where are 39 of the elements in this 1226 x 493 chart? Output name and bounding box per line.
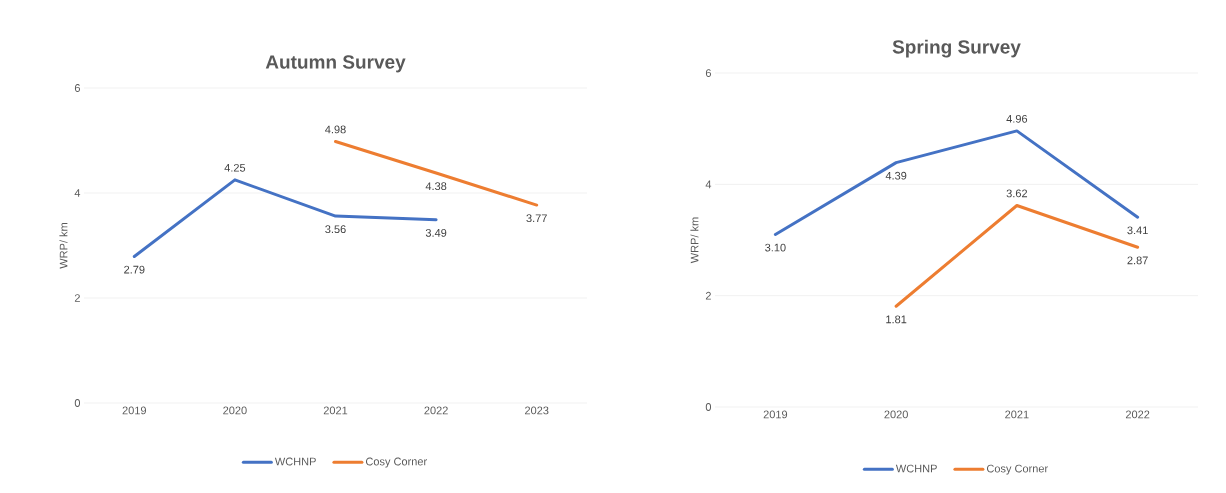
legend-label: Cosy Corner xyxy=(365,457,427,468)
data-label: 3.41 xyxy=(1127,226,1148,235)
data-label: 4.96 xyxy=(1006,114,1028,123)
y-tick-label: 6 xyxy=(74,84,80,92)
x-tick-label: 2019 xyxy=(763,410,788,419)
y-tick-label: 0 xyxy=(74,399,81,407)
data-label: 1.81 xyxy=(886,315,907,324)
data-label: 3.10 xyxy=(765,243,786,252)
data-label: 3.77 xyxy=(526,214,547,223)
chart-title: Autumn Survey xyxy=(265,55,406,73)
y-axis-title: WRP/ km xyxy=(690,217,699,264)
x-tick-label: 2020 xyxy=(884,410,908,419)
y-tick-label: 2 xyxy=(74,294,80,302)
legend-label: WCHNP xyxy=(274,457,316,466)
data-label: 2.87 xyxy=(1127,256,1148,265)
x-tick-label: 2020 xyxy=(223,406,247,415)
x-tick-label: 2021 xyxy=(1005,410,1029,419)
data-label: 4.39 xyxy=(885,171,907,180)
data-label: 4.38 xyxy=(425,182,447,191)
data-label: 3.56 xyxy=(325,225,346,234)
data-label: 3.49 xyxy=(425,228,447,237)
x-tick-label: 2022 xyxy=(1125,410,1150,419)
legend-label: Cosy Corner xyxy=(986,464,1048,475)
data-label: 2.79 xyxy=(124,265,145,274)
x-tick-label: 2022 xyxy=(424,406,448,415)
x-tick-label: 2023 xyxy=(525,406,549,415)
y-tick-label: 2 xyxy=(705,291,711,300)
x-tick-label: 2019 xyxy=(122,406,147,415)
y-tick-label: 4 xyxy=(705,180,712,189)
data-label: 4.25 xyxy=(224,163,246,172)
x-tick-label: 2021 xyxy=(323,406,348,415)
data-label: 4.98 xyxy=(325,125,346,134)
y-tick-label: 6 xyxy=(705,69,711,77)
y-tick-label: 0 xyxy=(705,403,712,411)
y-tick-label: 4 xyxy=(74,189,81,197)
chart-title: Spring Survey xyxy=(892,39,1021,58)
data-label: 3.62 xyxy=(1006,189,1028,198)
y-axis-title: WRP/ km xyxy=(59,223,68,269)
legend-label: WCHNP xyxy=(895,464,937,473)
